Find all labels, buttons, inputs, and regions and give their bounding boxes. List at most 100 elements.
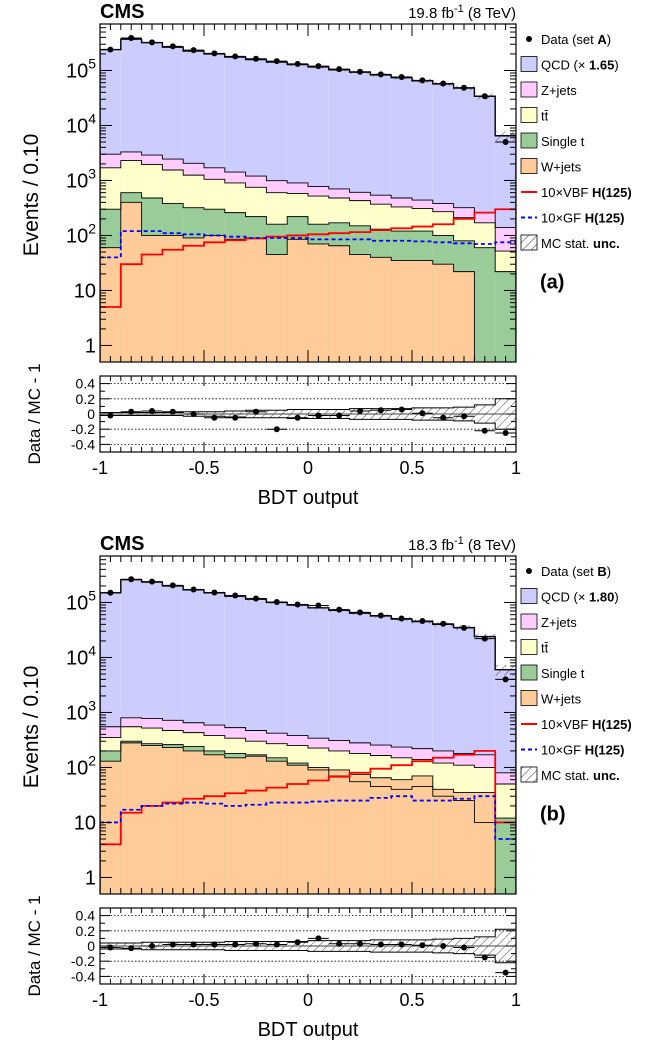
ratio-point-6 <box>232 414 239 421</box>
legend-ttbar-swatch <box>520 639 538 655</box>
ratio-tick-label: 0.2 <box>76 923 96 939</box>
y-tick-label: 102 <box>66 752 96 779</box>
legend-zjets-swatch <box>520 81 538 98</box>
x-tick-label: 1 <box>511 990 521 1010</box>
wjets-bar-9 <box>287 239 308 362</box>
wjets-bar-10 <box>308 243 329 362</box>
y-tick-label: 10 <box>74 280 96 302</box>
ratio-point-10 <box>315 412 322 419</box>
ratio-tick-label: -0.4 <box>71 968 95 984</box>
data-point-5 <box>211 589 218 596</box>
data-point-14 <box>398 74 405 81</box>
data-point-18 <box>481 93 488 100</box>
lumi-label: 18.3 fb-1 (8 TeV) <box>408 535 516 554</box>
y-axis-label: Events / 0.10 <box>20 134 43 257</box>
ratio-unc-band-6 <box>224 410 246 418</box>
y-axis-label: Events / 0.10 <box>20 666 43 789</box>
ratio-point-5 <box>211 941 218 948</box>
legend-zjets-label: Z+jets <box>541 83 577 98</box>
ratio-point-18 <box>481 427 488 434</box>
ratio-point-15 <box>419 410 426 417</box>
wjets-bar-7 <box>245 756 267 894</box>
legend-mcunc-label: MC stat. unc. <box>541 768 620 783</box>
zjets-outline <box>100 151 516 362</box>
wjets-bar-4 <box>183 750 204 894</box>
ratio-point-1 <box>128 408 135 415</box>
wjets-bar-11 <box>328 769 350 894</box>
ratio-point-17 <box>461 413 467 420</box>
ratio-point-4 <box>190 411 197 417</box>
wjets-outline <box>100 742 516 894</box>
data-point-4 <box>190 47 197 54</box>
wjets-bar-16 <box>432 264 454 362</box>
data-point-15 <box>419 77 426 84</box>
wjets-bar-10 <box>308 767 329 894</box>
singlet-outline <box>100 192 516 362</box>
data-point-13 <box>377 612 384 619</box>
wjets-bar-6 <box>224 239 246 362</box>
data-point-18 <box>481 635 488 642</box>
ratio-tick-label: 0.4 <box>76 376 96 392</box>
ratio-unc-upper <box>100 928 516 944</box>
legend-data-marker <box>526 568 532 574</box>
ratio-point-18 <box>481 954 488 961</box>
ratio-y-axis-label: Data / MC - 1 <box>25 363 44 464</box>
wjets-bar-8 <box>266 761 288 894</box>
main-plot-area <box>100 576 516 894</box>
legend-data-label: Data (set A) <box>541 32 611 47</box>
ratio-unc-band-18 <box>474 936 496 956</box>
ratio-unc-band-19 <box>495 929 516 963</box>
ratio-point-16 <box>440 943 447 949</box>
legend-ttbar-label: tt̄ <box>541 109 549 124</box>
x-tick-label: -1 <box>92 458 108 478</box>
zjets-outline <box>100 717 516 894</box>
ratio-unc-lower <box>100 948 516 964</box>
lumi-label: 19.8 fb-1 (8 TeV) <box>408 3 516 22</box>
wjets-bar-4 <box>183 237 204 362</box>
wjets-bar-13 <box>370 777 392 894</box>
data-point-1 <box>128 576 135 583</box>
x-tick-label: 1 <box>511 458 521 478</box>
ratio-point-0 <box>107 412 114 419</box>
legend-ttbar-swatch <box>520 107 538 123</box>
ratio-unc-band-12 <box>349 408 371 420</box>
data-point-7 <box>253 595 259 602</box>
wjets-bar-11 <box>328 245 350 362</box>
wjets-bar-0 <box>100 247 121 362</box>
ratio-tick-label: -0.4 <box>71 436 95 452</box>
wjets-bar-15 <box>412 775 433 894</box>
y-tick-label: 1 <box>85 867 96 889</box>
wjets-bar-5 <box>204 235 225 362</box>
ratio-point-17 <box>461 944 467 951</box>
data-point-16 <box>440 80 447 87</box>
legend-qcd-label: QCD (× 1.80) <box>541 590 619 605</box>
ratio-point-11 <box>336 940 343 947</box>
y-tick-label: 105 <box>66 587 96 614</box>
wjets-bar-9 <box>287 765 308 894</box>
data-point-16 <box>440 620 447 627</box>
legend-mcunc-label: MC stat. unc. <box>541 236 620 251</box>
ratio-tick-label: 0.2 <box>76 391 96 407</box>
ttbar-outline <box>100 726 516 894</box>
ratio-point-14 <box>398 406 405 413</box>
gf-signal-line <box>100 795 516 840</box>
singlet-bar-19 <box>495 818 516 894</box>
ratio-point-15 <box>419 942 426 949</box>
data-point-19 <box>502 139 509 146</box>
data-point-13 <box>377 71 384 78</box>
ratio-plot-area <box>100 383 516 445</box>
y-tick-label: 104 <box>66 110 96 137</box>
wjets-bar-2 <box>141 235 163 362</box>
data-point-1 <box>128 34 135 41</box>
ratio-point-13 <box>377 941 384 948</box>
wjets-bar-15 <box>412 260 433 362</box>
data-point-5 <box>211 50 218 57</box>
legend-qcd-swatch <box>520 56 538 72</box>
legend-wjets-swatch <box>520 158 538 174</box>
ratio-y-axis-label: Data / MC - 1 <box>25 895 44 996</box>
data-point-7 <box>253 55 259 62</box>
ratio-point-2 <box>149 943 155 949</box>
ratio-point-9 <box>294 414 301 421</box>
y-tick-label: 104 <box>66 642 96 669</box>
